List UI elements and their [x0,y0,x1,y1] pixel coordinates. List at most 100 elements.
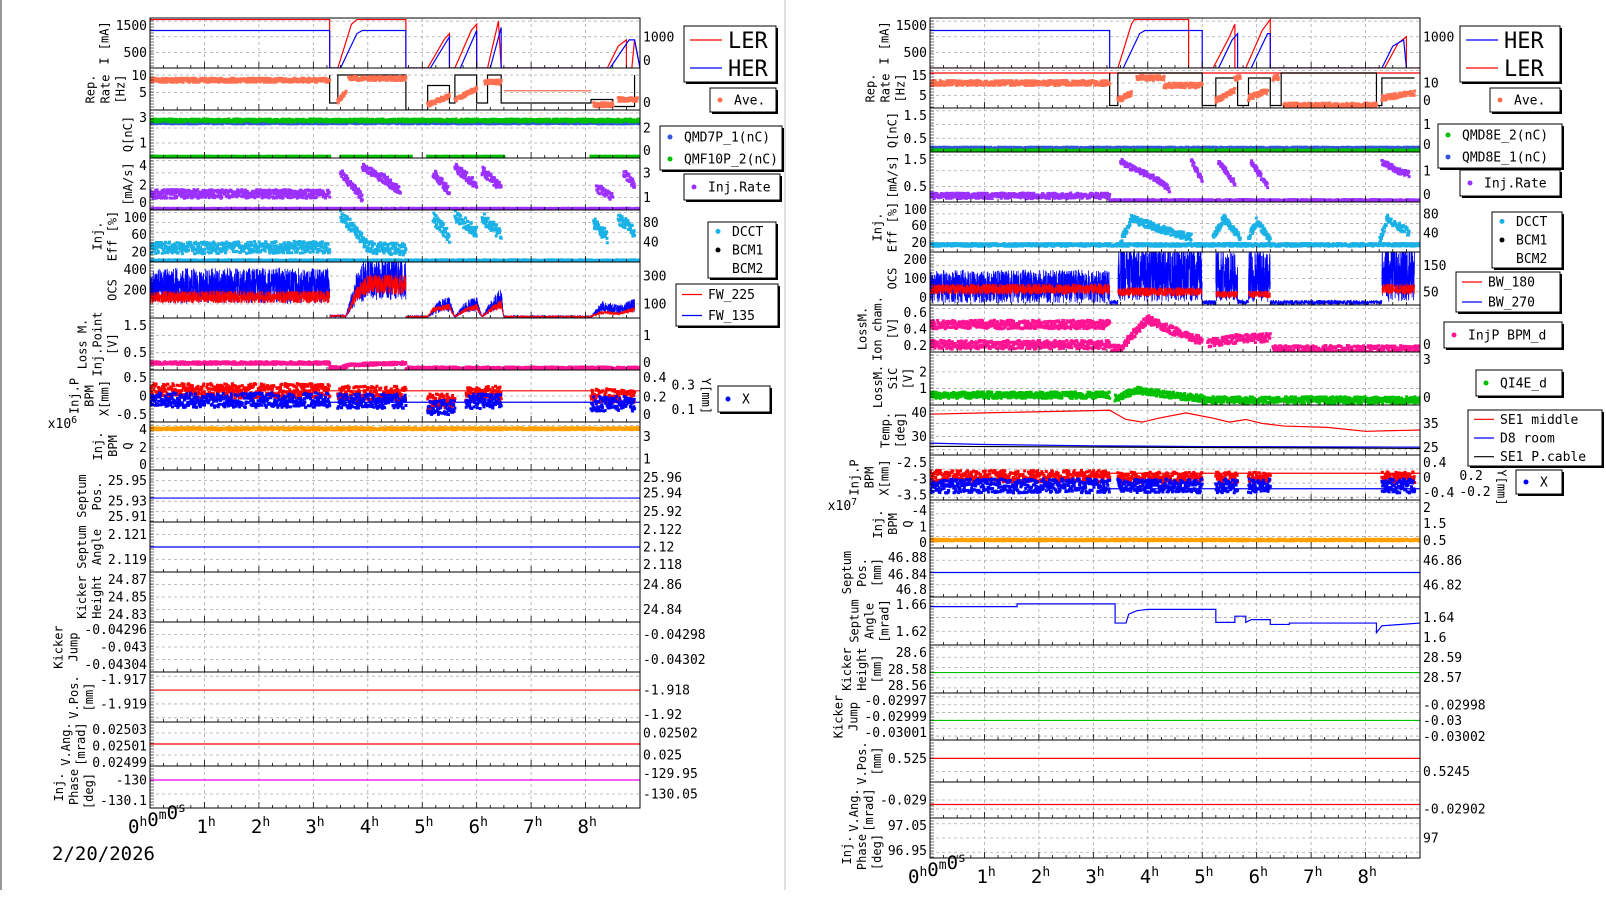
y-tick-label: 2.118 [643,558,682,573]
y-tick-label: -0.04298 [643,628,706,643]
right-y-tick-label: 0.1 [671,403,694,418]
y-axis-label: Inj. [871,213,885,242]
series-line [150,18,640,68]
series-scatter-points [150,210,637,257]
y-tick-label: 1 [643,329,651,344]
y-exponent-label: x107 [828,497,858,514]
y-axis-label: Rate [878,74,892,103]
panel-ocs: BW_180 BW_270 200 150 100 50 0 OCS [886,251,1562,314]
panel-inj-eff-: DCCT BCM1 BCM2 100 80 60 40 20 Eff [%]Inj. [871,201,1564,270]
legend: X [1515,469,1564,496]
legend: SE1 middle D8 room SE1 P.cable [1467,409,1604,468]
panel-kicker-jump: -0.04296 -0.04298 -0.043 -0.04302 -0.04304 Ju… [51,621,706,673]
right-y-axis-label: Y[mm] [1495,469,1509,505]
y-tick-label: 28.58 [888,663,927,678]
series-group [930,213,1420,248]
y-axis-label: V.Pos. [67,675,81,718]
legend-dot-marker [1467,180,1473,186]
y-tick-label: 300 [643,270,666,285]
x-tick-label: 0h0m0s [128,801,186,838]
y-tick-label: 20 [911,236,927,251]
y-tick-label: -0.04304 [84,658,147,673]
y-tick-label: 0 [643,96,651,111]
series-band [150,289,331,304]
y-tick-label: 46.88 [888,551,927,566]
legend: Ave. [1489,87,1562,114]
series-line [930,409,1420,432]
legend-dot-marker [715,247,721,253]
panel-septum-pos-: 25.96 25.95 25.94 25.93 25.92 25.91 Pos.Septum [75,469,682,525]
y-tick-label: 0.5 [124,371,147,386]
legend-dot-marker [1445,154,1451,160]
y-axis-label: [mrad] [74,722,88,765]
legend-dot-marker [717,97,723,103]
y-tick-label: 0 [1423,391,1431,406]
y-axis-label: Kicker [840,647,854,690]
y-tick-label: 0 [139,196,147,211]
y-tick-label: 0.4 [904,323,928,338]
y-tick-label: 3 [139,111,147,126]
series-band [1109,299,1119,305]
y-tick-label: 3 [643,166,651,181]
legend-label: BW_270 [1488,296,1535,311]
y-axis-label: Q[nC] [121,116,135,152]
y-axis-label: Phase [855,834,869,870]
y-tick-label: 25.93 [108,495,147,510]
series-group [150,18,640,68]
right-y-tick-label: 0.2 [1459,469,1482,484]
series-line [930,445,1420,450]
y-tick-label: -130.05 [643,788,698,803]
legend-label: InjP BPM_d [1468,329,1546,344]
y-axis-label: Angle [90,529,104,565]
panel-q-nc-: QMD8E_2(nC) QMD8E_1(nC) 1.5 1 0.5 0 Q[nC] [886,107,1564,170]
y-axis-label: Inj.P [848,459,862,495]
series-line [930,442,1420,448]
exponent: 6 [71,415,77,426]
legend: FW_225 FW_135 [675,283,780,328]
legend-box [675,283,779,327]
series-scatter-points [930,74,1417,108]
y-tick-label: 46.86 [1423,554,1462,569]
y-tick-label: -0.02902 [1423,803,1486,818]
y-tick-label: 5 [139,86,147,101]
legend-label: HER [728,57,768,82]
y-tick-label: 0.02501 [92,740,147,755]
legend-box [1475,369,1563,397]
y-axis-label: Q [121,442,135,449]
y-tick-label: 25.95 [108,474,147,489]
y-tick-label: 20 [131,246,147,261]
legend-label: SE1 middle [1500,413,1578,428]
series-band [1381,282,1415,295]
panel--ma-s-: Inj.Rate 4 3 2 1 0 [mA/s] [121,157,782,211]
y-tick-label: 0 [1423,338,1431,353]
legend: X [717,385,772,414]
y-tick-label: 0.5 [124,346,147,361]
series-group [930,603,1420,635]
y-axis-label: Kicker [831,695,845,738]
panel-septum-pos-mm-: 46.88 46.86 46.84 46.82 46.8 [mm]Pos.Septum [840,547,1462,598]
y-tick-label: -0.03001 [864,726,927,741]
series-group [930,385,1420,405]
y-axis-label: Rep. [863,74,877,103]
legend-dot-marker [725,396,731,402]
legend-label: FW_135 [708,309,755,324]
panel-inj-eff-: DCCT BCM1 BCM2 100 80 60 40 20 Eff [%]Inj. [91,209,778,280]
y-axis-label: [deg] [82,773,96,809]
y-tick-label: 1 [643,452,651,467]
y-tick-label: 97 [1423,832,1439,847]
y-tick-label: -1.917 [100,673,147,688]
legend: QMD8E_2(nC) QMD8E_1(nC) [1437,123,1564,170]
x-tick-label: 6h [1249,865,1268,888]
legend-label: SE1 P.cable [1500,450,1586,465]
y-tick-label: 40 [1423,226,1439,241]
y-tick-label: 24.84 [643,603,682,618]
y-tick-label: 0 [643,54,651,69]
y-tick-label: 2.12 [643,541,674,556]
series-line [930,603,1420,635]
legend-label: DCCT [1516,215,1547,230]
